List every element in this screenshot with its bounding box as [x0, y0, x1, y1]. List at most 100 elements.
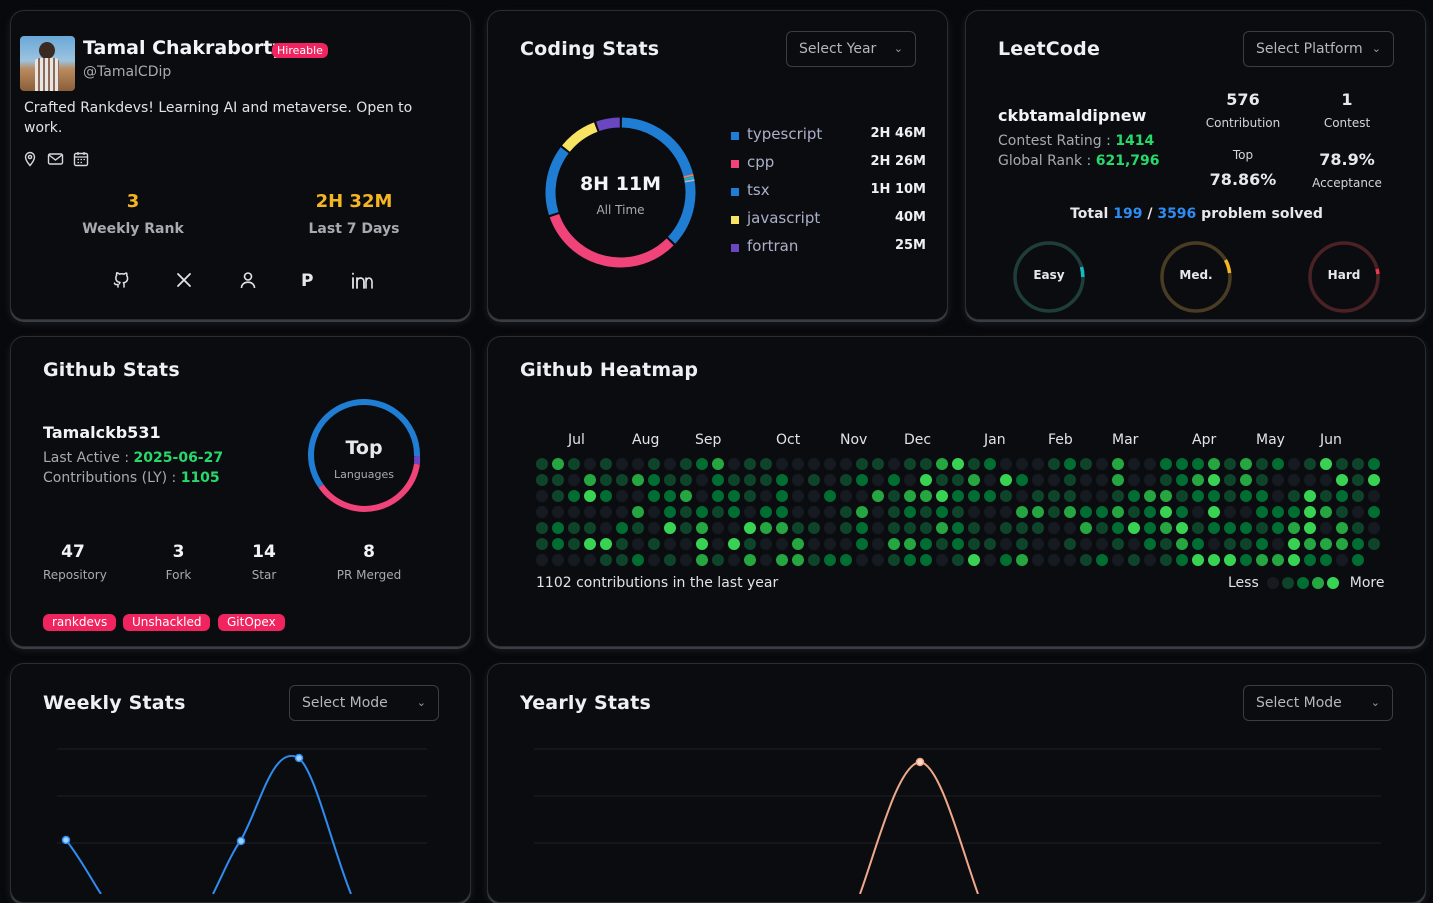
select-year-dropdown[interactable]: Select Year ⌄	[786, 31, 916, 67]
heatmap-cell[interactable]	[1336, 538, 1348, 550]
heatmap-cell[interactable]	[680, 554, 692, 566]
heatmap-cell[interactable]	[536, 522, 548, 534]
heatmap-cell[interactable]	[584, 554, 596, 566]
heatmap-cell[interactable]	[712, 522, 724, 534]
heatmap-cell[interactable]	[776, 474, 788, 486]
heatmap-cell[interactable]	[648, 506, 660, 518]
heatmap-cell[interactable]	[1192, 522, 1204, 534]
heatmap-cell[interactable]	[1032, 522, 1044, 534]
heatmap-cell[interactable]	[1272, 458, 1284, 470]
weekly-point[interactable]	[238, 838, 245, 845]
heatmap-cell[interactable]	[1192, 506, 1204, 518]
donut-segment-javascript[interactable]	[566, 127, 596, 149]
heatmap-cell[interactable]	[1096, 490, 1108, 502]
heatmap-cell[interactable]	[1048, 506, 1060, 518]
heatmap-cell[interactable]	[1272, 506, 1284, 518]
heatmap-cell[interactable]	[1320, 474, 1332, 486]
heatmap-cell[interactable]	[952, 458, 964, 470]
heatmap-cell[interactable]	[1320, 458, 1332, 470]
heatmap-cell[interactable]	[1080, 490, 1092, 502]
heatmap-cell[interactable]	[1224, 490, 1236, 502]
heatmap-cell[interactable]	[920, 458, 932, 470]
heatmap-cell[interactable]	[728, 554, 740, 566]
heatmap-cell[interactable]	[888, 490, 900, 502]
heatmap-cell[interactable]	[872, 458, 884, 470]
donut-segment-cpp[interactable]	[554, 216, 670, 263]
heatmap-cell[interactable]	[984, 474, 996, 486]
heatmap-cell[interactable]	[840, 538, 852, 550]
heatmap-cell[interactable]	[776, 458, 788, 470]
heatmap-cell[interactable]	[1320, 490, 1332, 502]
heatmap-cell[interactable]	[616, 554, 628, 566]
weekly-point[interactable]	[63, 837, 70, 844]
heatmap-cell[interactable]	[1224, 458, 1236, 470]
heatmap-cell[interactable]	[1192, 474, 1204, 486]
heatmap-cell[interactable]	[536, 458, 548, 470]
heatmap-cell[interactable]	[904, 554, 916, 566]
heatmap-cell[interactable]	[1288, 474, 1300, 486]
heatmap-cell[interactable]	[1320, 522, 1332, 534]
heatmap-cell[interactable]	[1096, 522, 1108, 534]
heatmap-cell[interactable]	[792, 474, 804, 486]
heatmap-cell[interactable]	[984, 522, 996, 534]
user-icon[interactable]	[238, 270, 258, 290]
heatmap-cell[interactable]	[584, 506, 596, 518]
heatmap-cell[interactable]	[664, 538, 676, 550]
heatmap-cell[interactable]	[1304, 458, 1316, 470]
select-platform-dropdown[interactable]: Select Platform ⌄	[1243, 31, 1394, 67]
heatmap-cell[interactable]	[1112, 506, 1124, 518]
heatmap-cell[interactable]	[1208, 538, 1220, 550]
heatmap-cell[interactable]	[792, 538, 804, 550]
heatmap-cell[interactable]	[1016, 490, 1028, 502]
heatmap-cell[interactable]	[872, 490, 884, 502]
heatmap-cell[interactable]	[1368, 490, 1380, 502]
heatmap-cell[interactable]	[1240, 490, 1252, 502]
heatmap-cell[interactable]	[1352, 490, 1364, 502]
heatmap-cell[interactable]	[808, 506, 820, 518]
heatmap-cell[interactable]	[712, 538, 724, 550]
heatmap-cell[interactable]	[776, 490, 788, 502]
heatmap-cell[interactable]	[888, 538, 900, 550]
heatmap-cell[interactable]	[808, 554, 820, 566]
heatmap-cell[interactable]	[632, 474, 644, 486]
heatmap-cell[interactable]	[536, 490, 548, 502]
heatmap-cell[interactable]	[1256, 522, 1268, 534]
heatmap-cell[interactable]	[792, 554, 804, 566]
heatmap-cell[interactable]	[728, 506, 740, 518]
heatmap-cell[interactable]	[1096, 554, 1108, 566]
heatmap-cell[interactable]	[712, 474, 724, 486]
heatmap-cell[interactable]	[1096, 458, 1108, 470]
heatmap-cell[interactable]	[1128, 554, 1140, 566]
heatmap-cell[interactable]	[952, 522, 964, 534]
heatmap-cell[interactable]	[760, 458, 772, 470]
heatmap-cell[interactable]	[632, 490, 644, 502]
heatmap-cell[interactable]	[1000, 522, 1012, 534]
heatmap-cell[interactable]	[824, 522, 836, 534]
heatmap-cell[interactable]	[568, 474, 580, 486]
heatmap-cell[interactable]	[696, 490, 708, 502]
heatmap-cell[interactable]	[1240, 506, 1252, 518]
heatmap-cell[interactable]	[744, 458, 756, 470]
heatmap-cell[interactable]	[936, 522, 948, 534]
donut-segment-fortran[interactable]	[598, 123, 620, 127]
heatmap-cell[interactable]	[1032, 458, 1044, 470]
heatmap-cell[interactable]	[936, 538, 948, 550]
heatmap-cell[interactable]	[952, 506, 964, 518]
heatmap-cell[interactable]	[1288, 506, 1300, 518]
heatmap-cell[interactable]	[984, 506, 996, 518]
heatmap-cell[interactable]	[1224, 506, 1236, 518]
heatmap-cell[interactable]	[568, 458, 580, 470]
heatmap-cell[interactable]	[1080, 506, 1092, 518]
heatmap-cell[interactable]	[632, 522, 644, 534]
heatmap-cell[interactable]	[1192, 490, 1204, 502]
heatmap-cell[interactable]	[1064, 538, 1076, 550]
heatmap-cell[interactable]	[808, 490, 820, 502]
heatmap-cell[interactable]	[1160, 538, 1172, 550]
heatmap-cell[interactable]	[1352, 474, 1364, 486]
heatmap-cell[interactable]	[1304, 554, 1316, 566]
heatmap-cell[interactable]	[600, 522, 612, 534]
heatmap-cell[interactable]	[600, 538, 612, 550]
heatmap-cell[interactable]	[968, 474, 980, 486]
